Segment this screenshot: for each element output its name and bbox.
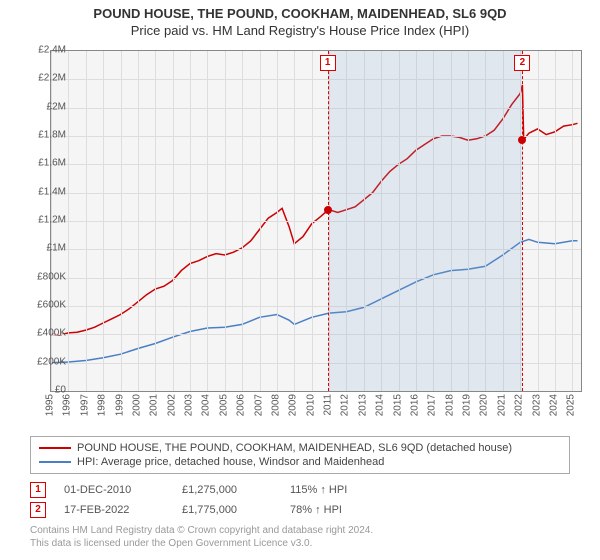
xtick-label: 2013 [357, 394, 368, 416]
gridline-v [242, 51, 243, 391]
gridline-v [103, 51, 104, 391]
event-date-2: 17-FEB-2022 [64, 504, 164, 516]
gridline-v [138, 51, 139, 391]
xtick-label: 1998 [97, 394, 108, 416]
ytick-label: £1.2M [22, 215, 66, 226]
event-dot [518, 136, 526, 144]
xtick-label: 2025 [566, 394, 577, 416]
gridline-v [155, 51, 156, 391]
gridline-v [260, 51, 261, 391]
xtick-label: 2006 [236, 394, 247, 416]
xtick-label: 2005 [218, 394, 229, 416]
ytick-label: £1.4M [22, 186, 66, 197]
footer-line2: This data is licensed under the Open Gov… [30, 537, 570, 550]
xtick-label: 2021 [496, 394, 507, 416]
gridline-v [312, 51, 313, 391]
events-table: 1 01-DEC-2010 £1,275,000 115% ↑ HPI 2 17… [30, 480, 570, 520]
xtick-label: 2007 [253, 394, 264, 416]
xtick-label: 2024 [548, 394, 559, 416]
gridline-v [68, 51, 69, 391]
gridline-v [538, 51, 539, 391]
gridline-v [555, 51, 556, 391]
xtick-label: 1996 [62, 394, 73, 416]
xtick-label: 1995 [45, 394, 56, 416]
xtick-label: 1997 [79, 394, 90, 416]
ytick-label: £200K [22, 356, 66, 367]
xtick-label: 2015 [392, 394, 403, 416]
ytick-label: £2M [22, 101, 66, 112]
xtick-label: 2008 [270, 394, 281, 416]
xtick-label: 2018 [444, 394, 455, 416]
gridline-v [294, 51, 295, 391]
legend-swatch-1 [39, 447, 71, 449]
chart-plot-area: 12 [50, 50, 582, 392]
xtick-label: 2000 [131, 394, 142, 416]
xtick-label: 2004 [201, 394, 212, 416]
chart-title-line2: Price paid vs. HM Land Registry's House … [0, 23, 600, 38]
event-row-2: 2 17-FEB-2022 £1,775,000 78% ↑ HPI [30, 500, 570, 520]
legend-label-2: HPI: Average price, detached house, Wind… [77, 456, 384, 468]
event-pct-2: 78% ↑ HPI [290, 504, 370, 516]
ytick-label: £1.8M [22, 130, 66, 141]
event-row-1: 1 01-DEC-2010 £1,275,000 115% ↑ HPI [30, 480, 570, 500]
xtick-label: 2010 [305, 394, 316, 416]
xtick-label: 2014 [375, 394, 386, 416]
event-vline [328, 51, 329, 391]
gridline-v [207, 51, 208, 391]
legend-label-1: POUND HOUSE, THE POUND, COOKHAM, MAIDENH… [77, 442, 512, 454]
chart-title-line1: POUND HOUSE, THE POUND, COOKHAM, MAIDENH… [0, 6, 600, 21]
event-price-1: £1,275,000 [182, 484, 272, 496]
ytick-label: £2.2M [22, 73, 66, 84]
footer-line1: Contains HM Land Registry data © Crown c… [30, 524, 570, 537]
xtick-label: 2012 [340, 394, 351, 416]
legend-row-series1: POUND HOUSE, THE POUND, COOKHAM, MAIDENH… [39, 441, 561, 455]
event-marker-1: 1 [30, 482, 46, 498]
ytick-label: £1.6M [22, 158, 66, 169]
ytick-label: £1M [22, 243, 66, 254]
xtick-label: 2011 [323, 394, 334, 416]
event-marker-2: 2 [30, 502, 46, 518]
gridline-v [277, 51, 278, 391]
gridline-v [572, 51, 573, 391]
legend-swatch-2 [39, 461, 71, 463]
xtick-label: 2017 [427, 394, 438, 416]
event-date-1: 01-DEC-2010 [64, 484, 164, 496]
xtick-label: 2020 [479, 394, 490, 416]
event-marker-on-chart: 1 [320, 55, 336, 71]
xtick-label: 2002 [166, 394, 177, 416]
xtick-label: 2016 [409, 394, 420, 416]
chart-title-block: POUND HOUSE, THE POUND, COOKHAM, MAIDENH… [0, 0, 600, 38]
event-dot [324, 206, 332, 214]
event-pct-1: 115% ↑ HPI [290, 484, 370, 496]
xtick-label: 1999 [114, 394, 125, 416]
gridline-v [190, 51, 191, 391]
gridline-v [121, 51, 122, 391]
gridline-v [173, 51, 174, 391]
event-price-2: £1,775,000 [182, 504, 272, 516]
event-marker-on-chart: 2 [514, 55, 530, 71]
xtick-label: 2001 [149, 394, 160, 416]
footer-attribution: Contains HM Land Registry data © Crown c… [30, 524, 570, 550]
ytick-label: £400K [22, 328, 66, 339]
xtick-label: 2023 [531, 394, 542, 416]
shaded-region [328, 51, 523, 391]
legend-box: POUND HOUSE, THE POUND, COOKHAM, MAIDENH… [30, 436, 570, 474]
ytick-label: £600K [22, 300, 66, 311]
xtick-label: 2019 [462, 394, 473, 416]
xtick-label: 2022 [514, 394, 525, 416]
legend-row-series2: HPI: Average price, detached house, Wind… [39, 455, 561, 469]
xtick-label: 2009 [288, 394, 299, 416]
xtick-label: 2003 [184, 394, 195, 416]
ytick-label: £2.4M [22, 45, 66, 56]
ytick-label: £800K [22, 271, 66, 282]
gridline-v [86, 51, 87, 391]
event-vline [522, 51, 523, 391]
gridline-v [225, 51, 226, 391]
